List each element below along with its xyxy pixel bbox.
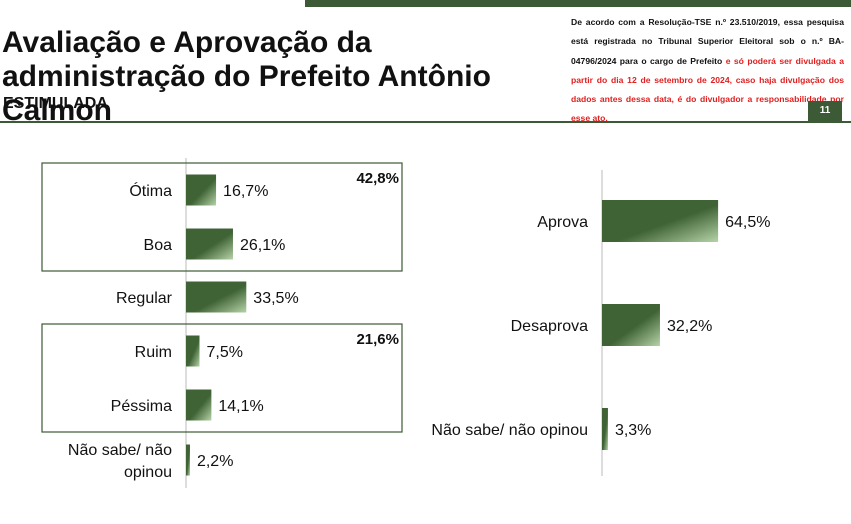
category-label-line: Não sabe/ não — [68, 442, 172, 459]
group-box — [41, 162, 403, 272]
group-total-label: 42,8% — [356, 170, 399, 187]
approval-chart: Aprova 64,5% Desaprova 32,2% Não sabe/ não o… — [431, 170, 770, 476]
category-label: Ótima — [129, 181, 172, 200]
value-label: 33,5% — [253, 290, 298, 307]
bar — [602, 408, 608, 450]
legal-notice-warning: e só poderá ser divulgada a partir do di… — [571, 55, 844, 124]
bar — [186, 281, 247, 313]
legal-notice: De acordo com a Resolução-TSE n.º 23.510… — [571, 13, 844, 129]
value-label: 16,7% — [223, 183, 268, 200]
bar — [186, 335, 200, 367]
value-label: 3,3% — [615, 422, 651, 439]
top-accent-bar — [305, 0, 851, 7]
value-label: 2,2% — [197, 453, 233, 470]
category-label: Ruim — [135, 344, 172, 361]
evaluation-chart: 42,8% 21,6% Ótima 16,7% Boa 26,1% Regular 33,5%… — [41, 158, 403, 488]
value-label: 64,5% — [725, 214, 770, 231]
value-label: 7,5% — [207, 344, 243, 361]
category-label: Desaprova — [511, 318, 588, 335]
bar — [186, 228, 233, 260]
page-number-badge: 11 — [808, 101, 842, 121]
bar — [602, 304, 660, 346]
bar — [602, 200, 719, 242]
bar — [186, 174, 217, 206]
category-label: Boa — [144, 237, 173, 254]
value-label: 26,1% — [240, 237, 285, 254]
bar — [186, 444, 190, 476]
page-title: Avaliação e Aprovação da administração d… — [2, 26, 491, 127]
page-subtitle: ESTIMULADA — [3, 95, 108, 112]
legal-notice-text: De acordo com a Resolução-TSE n.º 23.510… — [571, 17, 844, 66]
category-label: Péssima — [111, 398, 172, 415]
bar — [186, 389, 212, 421]
category-label: Não sabe/ não opinou — [431, 422, 588, 439]
group-box — [41, 323, 403, 433]
header-divider — [0, 121, 851, 123]
group-total-label: 21,6% — [356, 331, 399, 348]
category-label: Regular — [116, 290, 173, 307]
category-label: Aprova — [537, 214, 588, 231]
value-label: 32,2% — [667, 318, 712, 335]
category-label: Não sabe/ não opinou — [68, 442, 172, 481]
category-label-line: opinou — [124, 464, 172, 481]
value-label: 14,1% — [218, 398, 263, 415]
